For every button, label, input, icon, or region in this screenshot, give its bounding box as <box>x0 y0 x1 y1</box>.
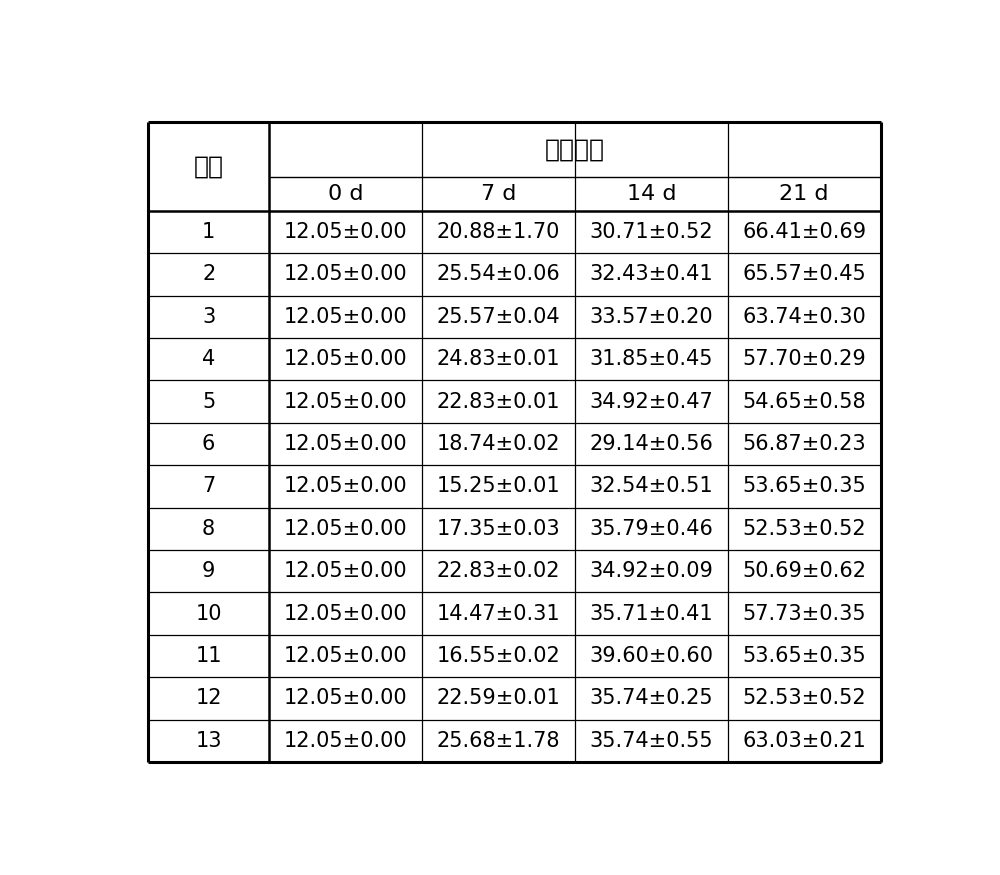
Text: 53.65±0.35: 53.65±0.35 <box>742 646 866 666</box>
Text: 50.69±0.62: 50.69±0.62 <box>742 561 866 581</box>
Text: 22.59±0.01: 22.59±0.01 <box>437 689 560 709</box>
Text: 24.83±0.01: 24.83±0.01 <box>437 349 560 369</box>
Text: 12.05±0.00: 12.05±0.00 <box>284 731 407 751</box>
Text: 2: 2 <box>202 264 215 284</box>
Text: 15.25±0.01: 15.25±0.01 <box>437 476 560 496</box>
Text: 39.60±0.60: 39.60±0.60 <box>589 646 713 666</box>
Text: 12.05±0.00: 12.05±0.00 <box>284 519 407 539</box>
Text: 57.73±0.35: 57.73±0.35 <box>742 604 866 624</box>
Text: 8: 8 <box>202 519 215 539</box>
Text: 63.74±0.30: 63.74±0.30 <box>742 307 866 327</box>
Text: 21 d: 21 d <box>779 184 829 204</box>
Text: 5: 5 <box>202 392 215 411</box>
Text: 22.83±0.01: 22.83±0.01 <box>437 392 560 411</box>
Text: 34.92±0.47: 34.92±0.47 <box>589 392 713 411</box>
Text: 腕制时间: 腕制时间 <box>545 137 605 161</box>
Text: 12.05±0.00: 12.05±0.00 <box>284 392 407 411</box>
Text: 12.05±0.00: 12.05±0.00 <box>284 349 407 369</box>
Text: 9: 9 <box>202 561 215 581</box>
Text: 66.41±0.69: 66.41±0.69 <box>742 222 866 242</box>
Text: 4: 4 <box>202 349 215 369</box>
Text: 14 d: 14 d <box>627 184 676 204</box>
Text: 12.05±0.00: 12.05±0.00 <box>284 646 407 666</box>
Text: 35.79±0.46: 35.79±0.46 <box>589 519 713 539</box>
Text: 20.88±1.70: 20.88±1.70 <box>437 222 560 242</box>
Text: 0 d: 0 d <box>328 184 363 204</box>
Text: 1: 1 <box>202 222 215 242</box>
Text: 7 d: 7 d <box>481 184 516 204</box>
Text: 12.05±0.00: 12.05±0.00 <box>284 222 407 242</box>
Text: 65.57±0.45: 65.57±0.45 <box>742 264 866 284</box>
Text: 12.05±0.00: 12.05±0.00 <box>284 264 407 284</box>
Text: 52.53±0.52: 52.53±0.52 <box>742 519 866 539</box>
Text: 12.05±0.00: 12.05±0.00 <box>284 604 407 624</box>
Text: 12.05±0.00: 12.05±0.00 <box>284 476 407 496</box>
Text: 33.57±0.20: 33.57±0.20 <box>589 307 713 327</box>
Text: 63.03±0.21: 63.03±0.21 <box>742 731 866 751</box>
Text: 35.74±0.25: 35.74±0.25 <box>589 689 713 709</box>
Text: 52.53±0.52: 52.53±0.52 <box>742 689 866 709</box>
Text: 32.54±0.51: 32.54±0.51 <box>589 476 713 496</box>
Text: 53.65±0.35: 53.65±0.35 <box>742 476 866 496</box>
Text: 29.14±0.56: 29.14±0.56 <box>589 434 713 454</box>
Text: 6: 6 <box>202 434 215 454</box>
Text: 12.05±0.00: 12.05±0.00 <box>284 689 407 709</box>
Text: 12.05±0.00: 12.05±0.00 <box>284 307 407 327</box>
Text: 32.43±0.41: 32.43±0.41 <box>589 264 713 284</box>
Text: 10: 10 <box>195 604 222 624</box>
Text: 34.92±0.09: 34.92±0.09 <box>589 561 713 581</box>
Text: 57.70±0.29: 57.70±0.29 <box>742 349 866 369</box>
Text: 30.71±0.52: 30.71±0.52 <box>589 222 713 242</box>
Text: 18.74±0.02: 18.74±0.02 <box>437 434 560 454</box>
Text: 35.74±0.55: 35.74±0.55 <box>589 731 713 751</box>
Text: 56.87±0.23: 56.87±0.23 <box>742 434 866 454</box>
Text: 12.05±0.00: 12.05±0.00 <box>284 434 407 454</box>
Text: 35.71±0.41: 35.71±0.41 <box>589 604 713 624</box>
Text: 25.68±1.78: 25.68±1.78 <box>437 731 560 751</box>
Text: 31.85±0.45: 31.85±0.45 <box>590 349 713 369</box>
Text: 16.55±0.02: 16.55±0.02 <box>437 646 560 666</box>
Text: 12.05±0.00: 12.05±0.00 <box>284 561 407 581</box>
Text: 11: 11 <box>195 646 222 666</box>
Text: 3: 3 <box>202 307 215 327</box>
Text: 17.35±0.03: 17.35±0.03 <box>437 519 560 539</box>
Text: 22.83±0.02: 22.83±0.02 <box>437 561 560 581</box>
Text: 54.65±0.58: 54.65±0.58 <box>742 392 866 411</box>
Text: 14.47±0.31: 14.47±0.31 <box>437 604 560 624</box>
Text: 7: 7 <box>202 476 215 496</box>
Text: 12: 12 <box>195 689 222 709</box>
Text: 25.54±0.06: 25.54±0.06 <box>437 264 560 284</box>
Text: 25.57±0.04: 25.57±0.04 <box>437 307 560 327</box>
Text: 组别: 组别 <box>194 154 224 178</box>
Text: 13: 13 <box>195 731 222 751</box>
